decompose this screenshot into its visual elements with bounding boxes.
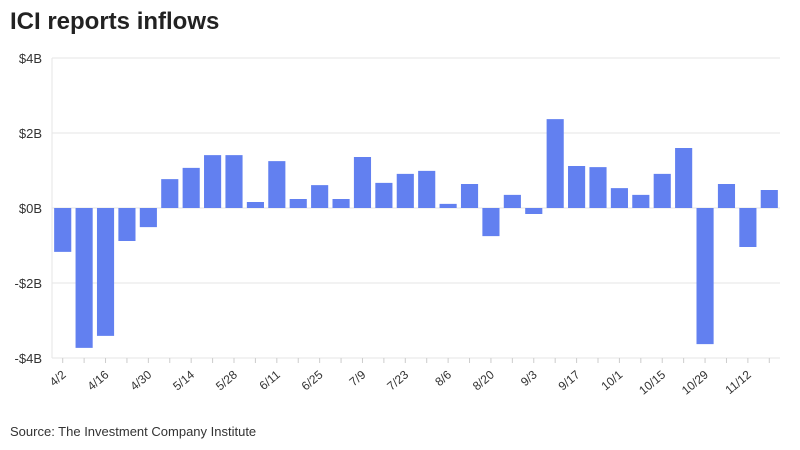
bar <box>525 208 543 214</box>
x-tick-label: 5/28 <box>213 367 240 393</box>
x-tick-label: 11/12 <box>722 367 754 397</box>
bar <box>332 199 350 208</box>
bar <box>246 202 264 208</box>
bar <box>739 208 757 247</box>
x-tick-label: 10/29 <box>679 367 711 397</box>
y-tick-label: -$4B <box>15 351 42 366</box>
bar <box>675 148 693 208</box>
x-tick-label: 9/17 <box>556 367 583 393</box>
bar <box>182 167 200 208</box>
bar <box>418 170 436 208</box>
bar <box>54 208 72 252</box>
bar <box>204 155 222 208</box>
y-tick-label: $2B <box>19 126 42 141</box>
bar <box>696 208 714 345</box>
x-tick-label: 6/11 <box>257 367 283 392</box>
x-tick-label: 9/3 <box>518 367 540 389</box>
bar <box>118 208 136 241</box>
bar <box>632 194 650 208</box>
bar <box>375 182 393 208</box>
bar <box>139 208 157 228</box>
x-tick-label: 4/16 <box>85 367 112 393</box>
x-tick-label: 7/23 <box>384 367 411 393</box>
x-tick-label: 7/9 <box>347 367 369 389</box>
x-tick-label: 8/6 <box>432 367 454 389</box>
x-tick-label: 6/25 <box>299 367 326 393</box>
bar <box>289 199 307 208</box>
bar <box>96 208 115 336</box>
bar <box>439 203 457 208</box>
bar <box>225 155 243 208</box>
bar <box>353 157 372 208</box>
chart-title: ICI reports inflows <box>10 8 220 35</box>
x-tick-label: 4/30 <box>127 367 154 393</box>
bar <box>717 184 736 208</box>
bar <box>268 161 286 208</box>
y-tick-label: -$2B <box>15 276 42 291</box>
x-tick-label: 5/14 <box>170 367 197 393</box>
bar <box>610 188 628 208</box>
bar <box>482 208 500 237</box>
bar <box>311 185 329 208</box>
bar <box>653 173 671 208</box>
y-tick-label: $4B <box>19 51 42 66</box>
source-note: Source: The Investment Company Institute <box>10 424 257 439</box>
bar <box>760 190 778 208</box>
bar <box>546 119 564 208</box>
bar <box>396 173 414 208</box>
bar <box>75 208 93 348</box>
bar <box>568 166 586 208</box>
x-tick-label: 8/20 <box>470 367 497 393</box>
x-tick-label: 4/2 <box>47 367 69 389</box>
y-tick-label: $0B <box>19 201 42 216</box>
bar <box>589 167 607 208</box>
x-tick-label: 10/1 <box>598 367 625 393</box>
bar <box>503 194 521 208</box>
bar <box>161 179 179 208</box>
bar <box>460 184 479 208</box>
x-tick-label: 10/15 <box>636 367 668 397</box>
